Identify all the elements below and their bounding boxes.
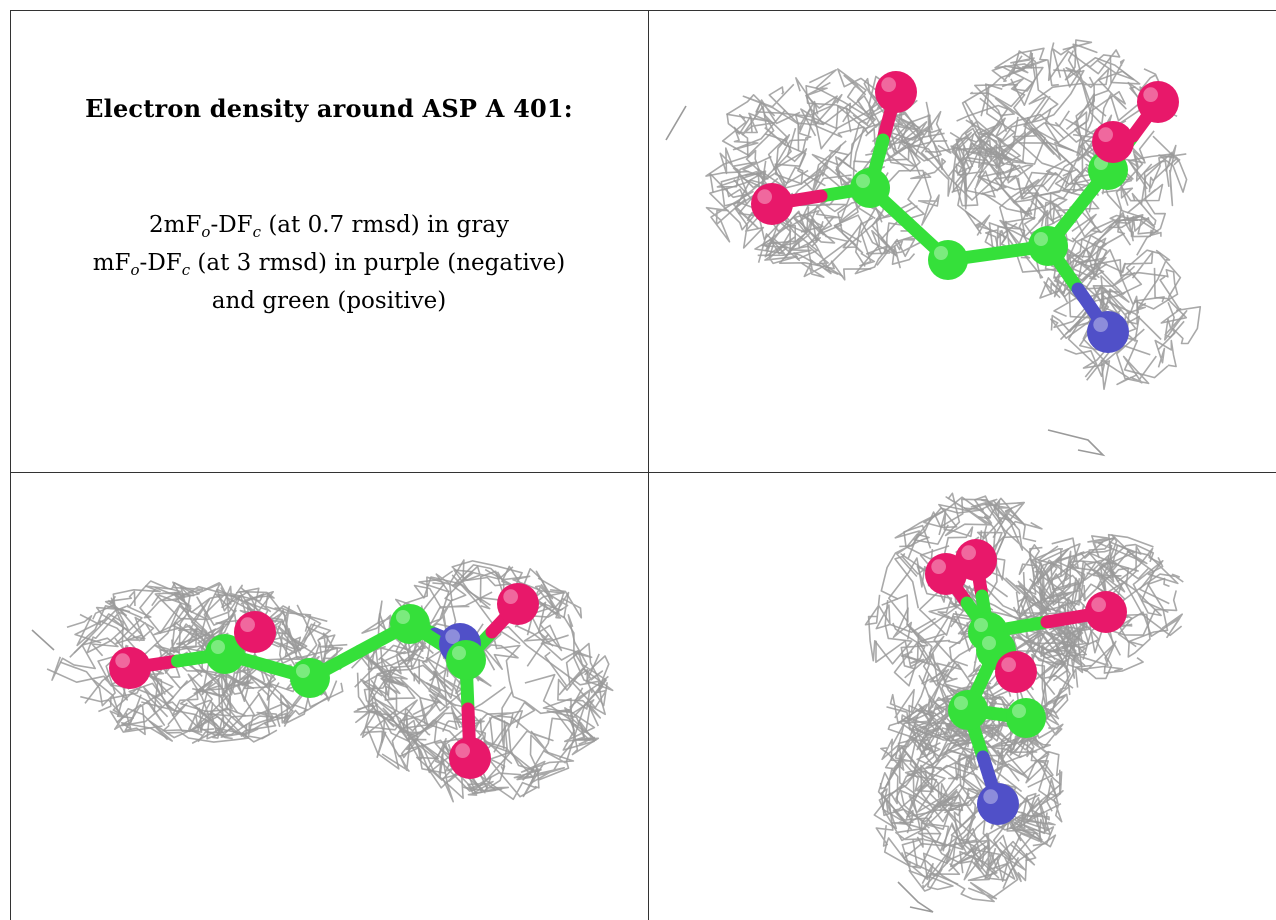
carbon-atom — [1028, 226, 1068, 266]
view-bottom-left — [10, 472, 648, 920]
carbon-atom — [446, 640, 486, 680]
oxygen-atom — [1137, 81, 1179, 123]
oxygen-atom — [497, 583, 539, 625]
carbon-atom — [928, 240, 968, 280]
oxygen-atom — [875, 71, 917, 113]
density-view-3 — [864, 492, 1184, 913]
figure-table: Electron density around ASP A 401: 2mFo-… — [10, 10, 1276, 920]
carbon-atom — [948, 690, 988, 730]
density-mesh — [1012, 533, 1184, 680]
table-border-top — [10, 10, 1276, 11]
carbon-atom — [290, 658, 330, 698]
oxygen-atom — [751, 183, 793, 225]
carbon-atom — [390, 604, 430, 644]
description-line-2: mFo-DFc (at 3 rmsd) in purple (negative) — [92, 250, 566, 279]
table-border-middle — [10, 472, 1276, 473]
carbon-atom — [1006, 698, 1046, 738]
figure-description: 2mFo-DFc (at 0.7 rmsd) in gray mFo-DFc (… — [10, 206, 648, 320]
view-top-right — [648, 10, 1276, 472]
carbon-atom — [850, 168, 890, 208]
table-border-left — [10, 10, 11, 920]
description-line-3: and green (positive) — [211, 288, 447, 314]
oxygen-atom — [109, 647, 151, 689]
oxygen-atom — [955, 539, 997, 581]
figure-title: Electron density around ASP A 401: — [85, 94, 573, 123]
density-view-1 — [665, 39, 1202, 457]
density-mesh — [705, 68, 958, 281]
oxygen-atom — [1092, 121, 1134, 163]
view-bottom-right — [648, 472, 1276, 920]
nitrogen-atom — [1087, 311, 1129, 353]
description-line-1: 2mFo-DFc (at 0.7 rmsd) in gray — [149, 212, 509, 241]
caption-cell: Electron density around ASP A 401: 2mFo-… — [10, 10, 648, 472]
carbon-atom — [205, 634, 245, 674]
table-border-center — [648, 10, 649, 920]
density-mesh — [873, 682, 1064, 903]
oxygen-atom — [995, 651, 1037, 693]
oxygen-atom — [449, 737, 491, 779]
oxygen-atom — [1085, 591, 1127, 633]
density-mesh — [351, 559, 614, 803]
density-view-2 — [31, 559, 614, 803]
nitrogen-atom — [977, 783, 1019, 825]
oxygen-atom — [234, 611, 276, 653]
